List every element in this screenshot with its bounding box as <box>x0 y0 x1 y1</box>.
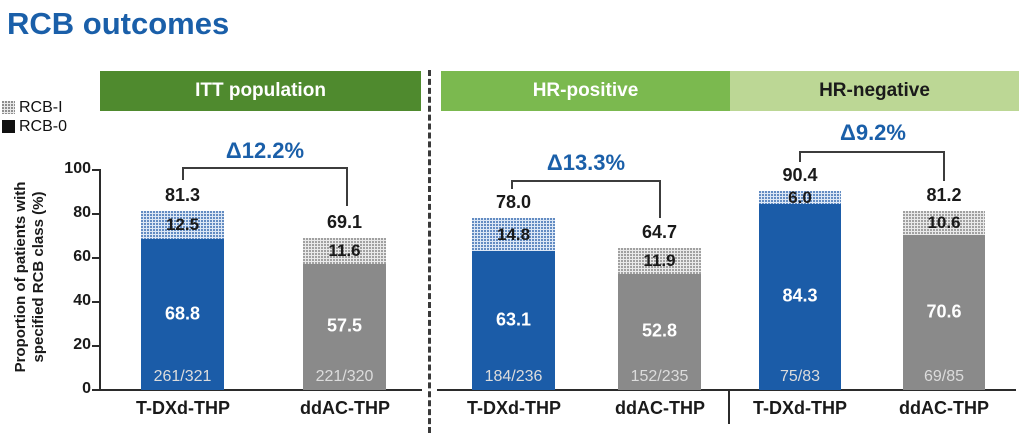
x-label-hrpos-ddac: ddAC-THP <box>615 398 705 418</box>
rcb0-fraction-label: 152/235 <box>630 368 689 385</box>
y-tick-0 <box>92 389 99 391</box>
page-title: RCB outcomes <box>7 6 230 41</box>
bar-itt-ddac-thp: 69.1 11.6 57.5 221/320 <box>303 0 386 433</box>
bar-segment-rcb0: 52.8 152/235 <box>618 274 701 390</box>
bar-segment-rcb1: 12.5 <box>141 211 224 239</box>
x-label-hrneg-tdxd: T-DXd-THP <box>753 398 847 418</box>
y-tick-20 <box>92 345 99 347</box>
x-label-hrpos-tdxd: T-DXd-THP <box>467 398 561 418</box>
legend-item-rcb1: RCB-I <box>2 98 67 116</box>
rcb0-value-label: 63.1 <box>495 308 532 329</box>
y-tick-label-40: 40 <box>73 292 91 309</box>
rcb1-value-label: 6.0 <box>788 187 812 207</box>
delta-label-hrneg: Δ9.2% <box>840 120 906 145</box>
rcb1-value-label: 10.6 <box>927 213 961 232</box>
bar-total-label: 90.4 <box>782 165 818 185</box>
rcb1-hatch-swatch-icon <box>2 101 15 114</box>
legend-label-rcb0: RCB-0 <box>19 117 68 135</box>
bar-hrneg-ddac-thp: 81.2 10.6 70.6 69/85 <box>903 0 985 433</box>
x-axis-baseline-hr <box>437 389 1016 391</box>
y-tick-60 <box>92 257 99 259</box>
rcb0-value-label: 70.6 <box>926 300 962 321</box>
panel-header-hr-negative: HR-negative <box>730 71 1019 111</box>
rcb0-value-label: 68.8 <box>164 302 201 323</box>
rcb0-value-label: 84.3 <box>782 285 818 306</box>
legend: RCB-I RCB-0 <box>2 98 68 138</box>
bar-segment-rcb1: 11.9 <box>618 248 701 274</box>
rcb0-fraction-label: 261/321 <box>153 368 212 385</box>
delta-label-itt: Δ12.2% <box>225 138 305 163</box>
bar-segment-rcb0: 70.6 69/85 <box>903 235 985 390</box>
x-label-itt-ddac: ddAC-THP <box>300 398 390 418</box>
rcb1-value-label: 12.5 <box>165 215 200 234</box>
bar-segment-rcb1: 10.6 <box>903 211 985 235</box>
legend-item-rcb0: RCB-0 <box>2 117 68 135</box>
y-tick-80 <box>92 213 99 215</box>
rcb1-value-label: 11.9 <box>643 251 676 270</box>
bar-hrpos-tdxd-thp: 78.0 14.8 63.1 184/236 <box>472 0 555 433</box>
bar-total-label: 81.2 <box>926 185 962 205</box>
rcb0-fraction-label: 221/320 <box>315 368 374 385</box>
bar-segment-rcb0: 84.3 75/83 <box>759 204 841 390</box>
x-axis-baseline-itt <box>99 389 422 391</box>
y-tick-40 <box>92 301 99 303</box>
rcb1-value-label: 11.6 <box>328 241 361 260</box>
bar-total-label: 78.0 <box>495 192 532 212</box>
rcb0-value-label: 52.8 <box>641 320 678 341</box>
bar-total-label: 64.7 <box>641 222 678 242</box>
bar-segment-rcb0: 68.8 261/321 <box>141 239 224 390</box>
rcb0-solid-swatch-icon <box>2 120 15 133</box>
rcb1-value-label: 14.8 <box>496 224 531 244</box>
bar-itt-tdxd-thp: 81.3 12.5 68.8 261/321 <box>141 0 224 433</box>
y-axis-title: Proportion of patients with specified RC… <box>12 146 52 408</box>
y-tick-label-60: 60 <box>73 248 91 265</box>
y-axis-title-line1: Proportion of patients with <box>12 181 29 373</box>
y-tick-label-100: 100 <box>64 160 91 177</box>
rcb0-fraction-label: 69/85 <box>923 368 965 385</box>
y-tick-label-80: 80 <box>73 204 91 221</box>
x-label-itt-tdxd: T-DXd-THP <box>136 398 230 418</box>
y-axis-line <box>99 169 101 391</box>
delta-label-hrpos: Δ13.3% <box>546 150 626 175</box>
rcb0-fraction-label: 75/83 <box>779 368 821 385</box>
y-tick-label-20: 20 <box>73 336 91 353</box>
bar-segment-rcb1: 6.0 <box>759 188 841 207</box>
rcb0-value-label: 57.5 <box>326 315 363 336</box>
rcb0-fraction-label: 184/236 <box>484 368 543 385</box>
bar-segment-rcb1: 11.6 <box>303 238 386 264</box>
bar-segment-rcb0: 63.1 184/236 <box>472 251 555 390</box>
panel-header-itt: ITT population <box>100 71 421 111</box>
bar-hrneg-tdxd-thp: 90.4 6.0 84.3 75/83 <box>759 0 841 433</box>
bar-total-label: 69.1 <box>326 212 363 232</box>
y-axis-title-line2: specified RCB class (%) <box>30 191 47 363</box>
panel-divider-dashed-line <box>428 70 431 433</box>
bar-segment-rcb0: 57.5 221/320 <box>303 264 386 390</box>
legend-label-rcb1: RCB-I <box>19 98 63 116</box>
y-tick-label-0: 0 <box>82 380 91 397</box>
bar-hrpos-ddac-thp: 64.7 11.9 52.8 152/235 <box>618 0 701 433</box>
panel-header-hr-positive: HR-positive <box>441 71 730 111</box>
x-label-hrneg-ddac: ddAC-THP <box>899 398 989 418</box>
y-tick-100 <box>92 169 99 171</box>
hr-panels-divider-tick <box>728 389 730 424</box>
bar-total-label: 81.3 <box>164 185 201 205</box>
bar-segment-rcb1: 14.8 <box>472 218 555 251</box>
